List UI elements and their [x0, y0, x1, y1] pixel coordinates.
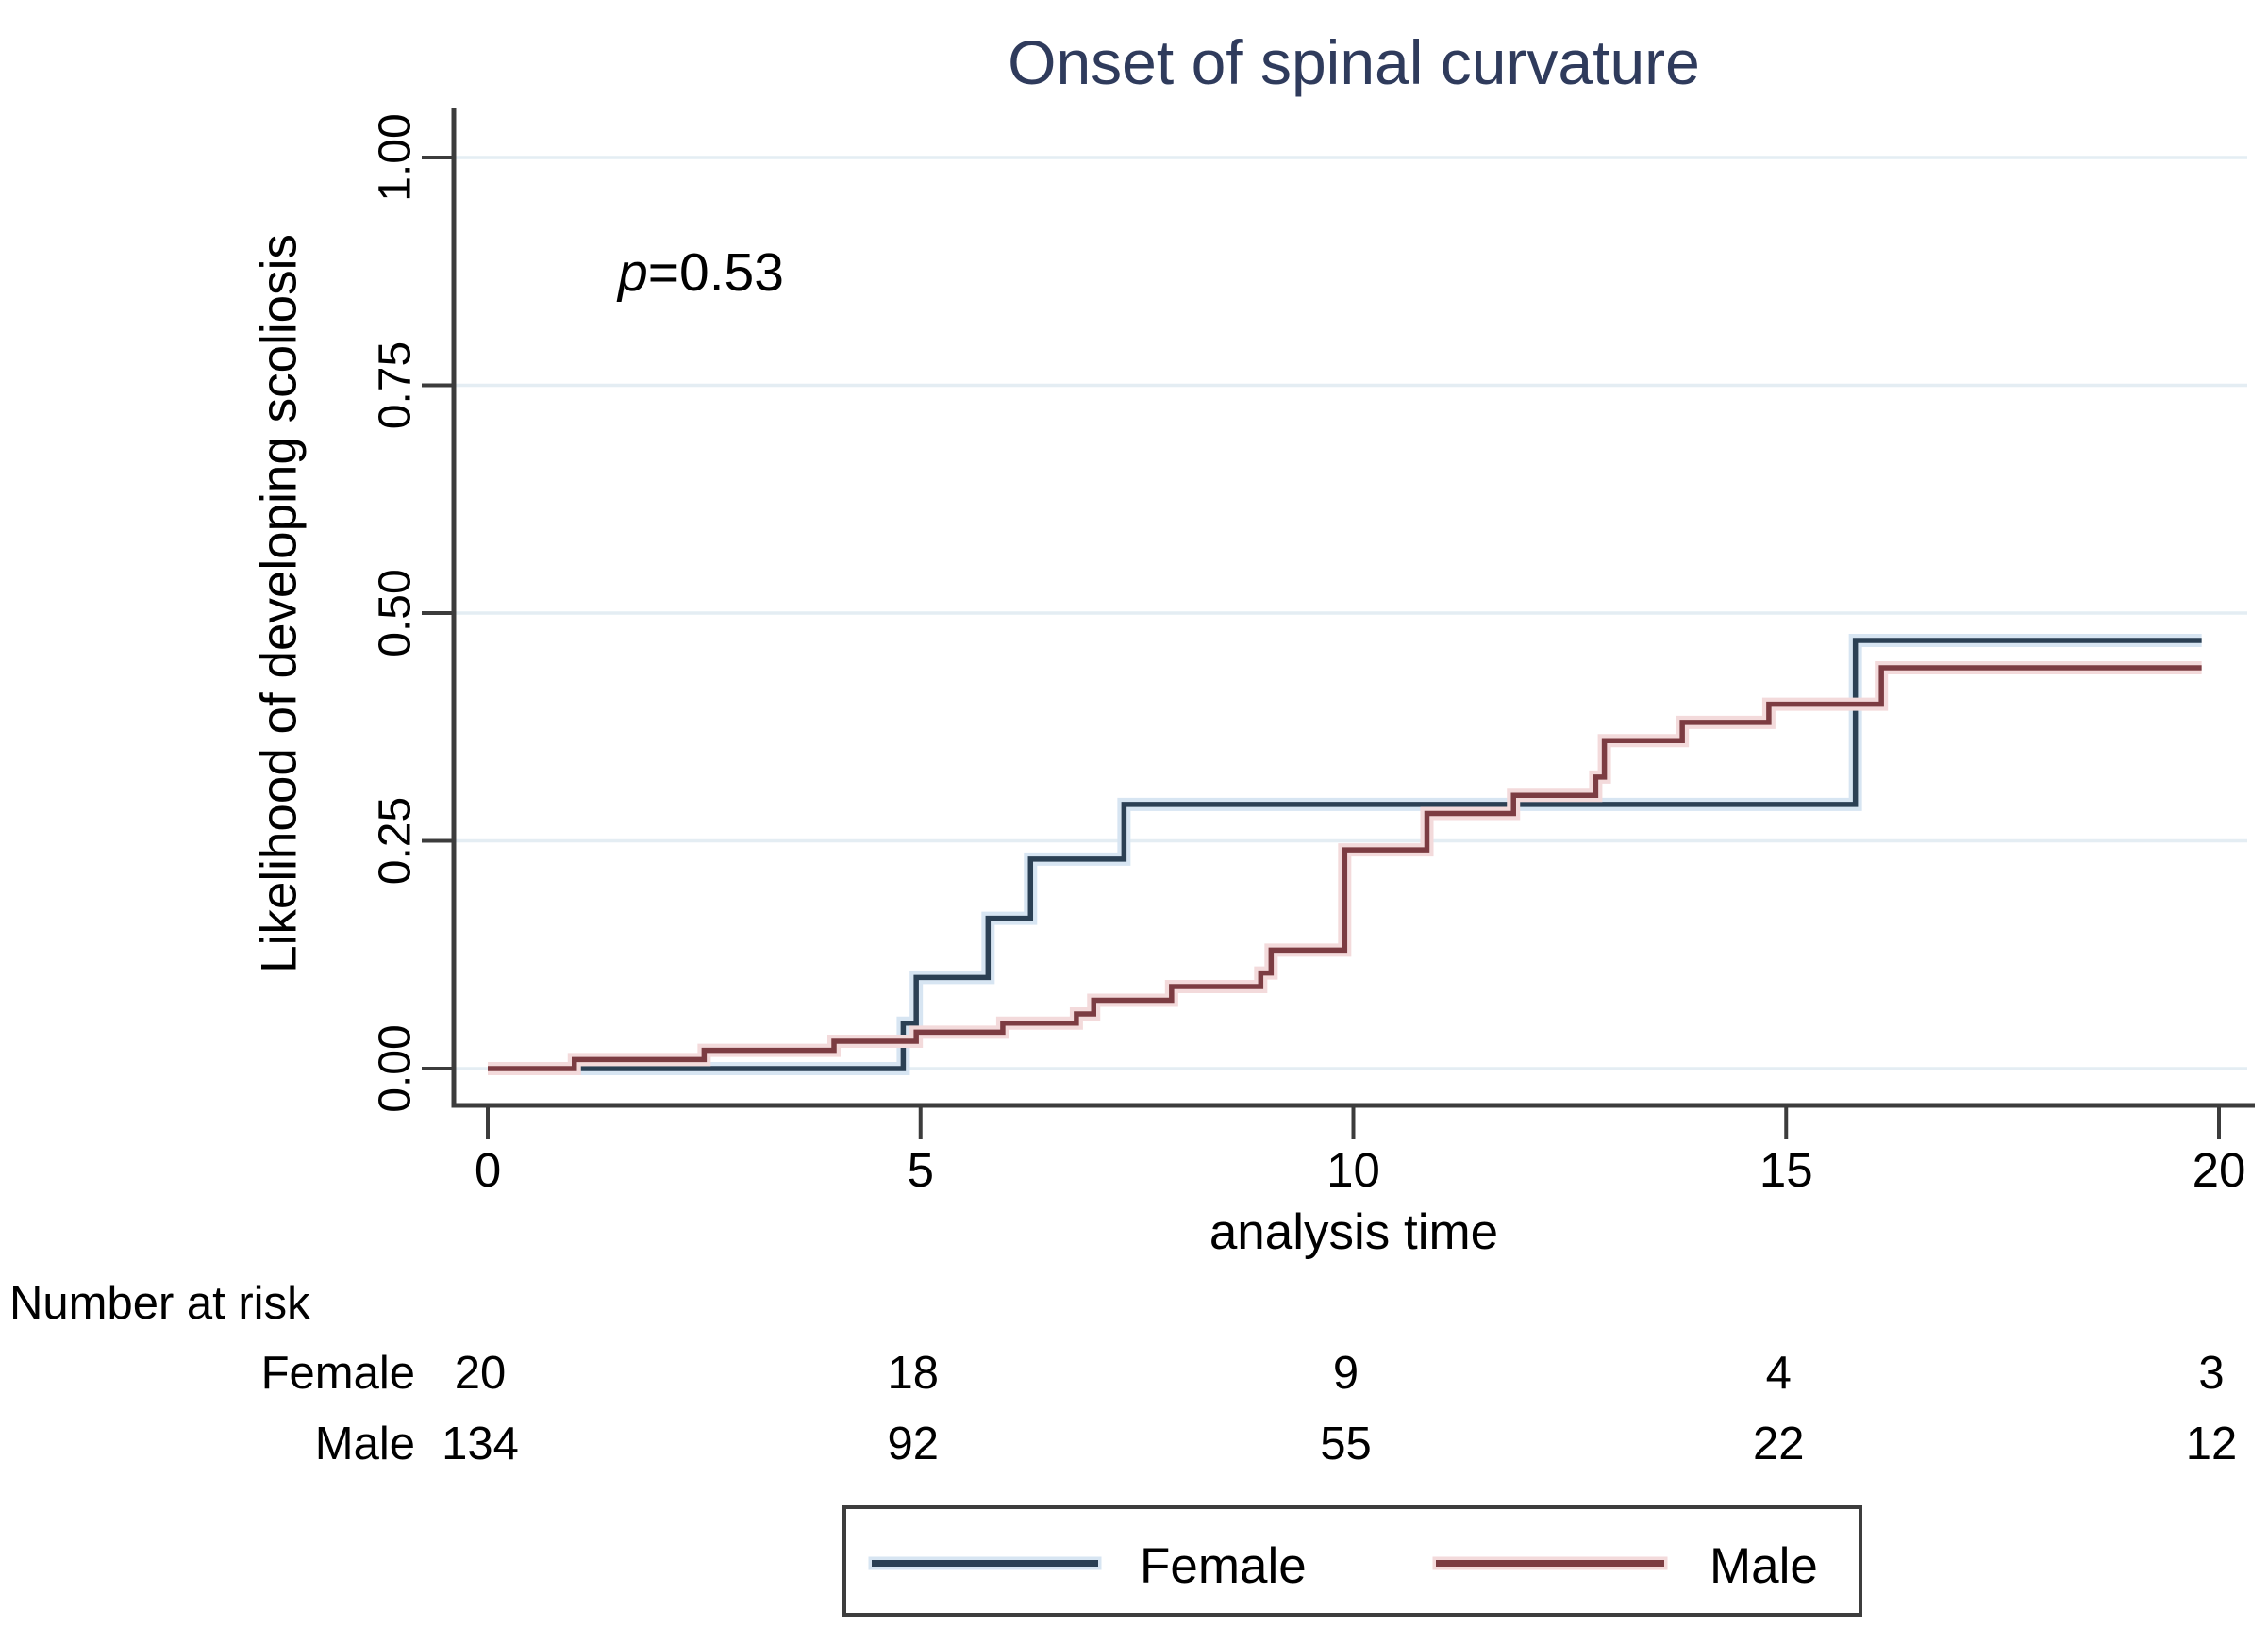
- risk-value-female-t20: 3: [2198, 1348, 2225, 1399]
- x-tick-label: 0: [475, 1143, 501, 1197]
- legend-female-label: Female: [1140, 1538, 1307, 1594]
- legend-male-line-swatch: [1436, 1560, 1664, 1567]
- risk-value-female-t15: 4: [1765, 1348, 1792, 1399]
- x-tick-label: 10: [1326, 1143, 1380, 1197]
- risk-value-female-t5: 18: [887, 1348, 939, 1399]
- risk-row-label-male: Male: [314, 1419, 415, 1469]
- p-symbol: p: [618, 242, 648, 303]
- x-tick-label: 5: [908, 1143, 934, 1197]
- y-tick-label: 1.00: [371, 113, 421, 201]
- y-tick-label: 0.00: [371, 1024, 421, 1112]
- x-tick-label: 20: [2193, 1143, 2246, 1197]
- risk-value-female-t0: 20: [454, 1348, 507, 1399]
- risk-table-heading: Number at risk: [9, 1278, 310, 1329]
- legend-female-line-swatch: [872, 1560, 1098, 1567]
- risk-value-male-t20: 12: [2185, 1419, 2238, 1469]
- y-tick-label: 0.75: [371, 341, 421, 429]
- y-axis-title: Likelihood of developing scoliosis: [251, 234, 308, 973]
- female-curve: [488, 638, 2202, 1071]
- legend: Female Male: [842, 1505, 1862, 1617]
- y-tick-label: 0.50: [371, 569, 421, 656]
- x-axis-title: analysis time: [1209, 1204, 1499, 1260]
- p-value: =0.53: [647, 242, 784, 303]
- risk-row-label-female: Female: [260, 1348, 415, 1399]
- risk-value-male-t10: 55: [1320, 1419, 1372, 1469]
- p-value-annotation: p=0.53: [618, 241, 784, 304]
- legend-male-label: Male: [1709, 1538, 1818, 1594]
- male-curve: [488, 665, 2202, 1071]
- y-tick-label: 0.25: [371, 797, 421, 885]
- risk-value-male-t15: 22: [1752, 1419, 1805, 1469]
- risk-value-male-t0: 134: [442, 1419, 519, 1469]
- x-tick-label: 15: [1759, 1143, 1813, 1197]
- risk-value-female-t10: 9: [1332, 1348, 1359, 1399]
- risk-value-male-t5: 92: [887, 1419, 939, 1469]
- chart-title: Onset of spinal curvature: [1008, 27, 1700, 97]
